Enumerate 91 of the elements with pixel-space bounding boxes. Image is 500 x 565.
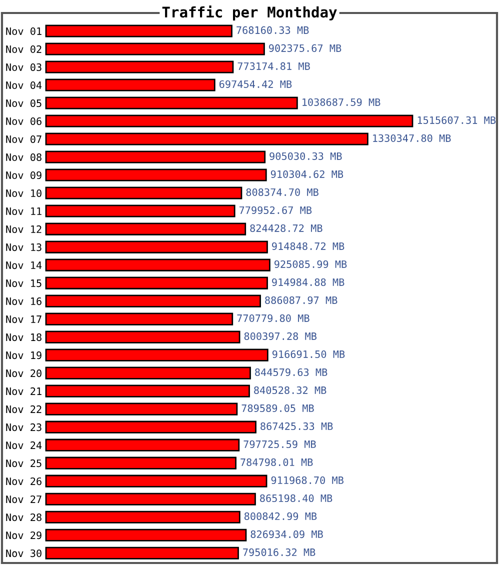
data-label: 902375.67 MB [269,44,342,52]
bar [45,546,239,560]
y-tick-label: Nov 05 [6,99,42,108]
data-label: 779952.67 MB [239,206,312,214]
bar [45,24,232,38]
bar [45,78,216,92]
data-label: 826934.09 MB [250,530,323,538]
bar [45,438,240,452]
bar [45,384,250,398]
bar [45,258,270,272]
y-tick-label: Nov 12 [6,225,42,234]
bar [45,456,236,470]
bar [45,42,265,56]
chart-title: Traffic per Monthday [162,6,337,20]
bar [45,330,240,344]
y-tick-label: Nov 30 [6,549,42,558]
y-tick-label: Nov 03 [6,63,42,72]
y-tick-label: Nov 08 [6,153,42,162]
data-label: 824428.72 MB [250,224,322,232]
y-tick-label: Nov 13 [6,243,42,252]
bar [45,492,256,506]
y-tick-label: Nov 21 [6,387,42,396]
bar [45,222,246,236]
y-tick-label: Nov 02 [6,45,42,54]
bar [45,204,236,218]
bar [45,168,267,182]
y-tick-label: Nov 11 [6,208,42,216]
y-tick-label: Nov 20 [6,369,42,378]
y-tick-label: Nov 14 [6,262,42,270]
bar [45,240,268,254]
y-tick-label: Nov 17 [6,316,42,324]
data-label: 911968.70 MB [271,476,344,484]
y-tick-label: Nov 22 [6,405,42,414]
bar [45,402,238,416]
bar [45,420,256,434]
bar [45,132,368,146]
bar [45,348,268,362]
y-tick-label: Nov 19 [6,351,42,360]
bar [45,294,261,308]
data-label: 840528.32 MB [254,386,326,394]
y-tick-label: Nov 07 [6,135,42,144]
data-label: 905030.33 MB [270,152,342,160]
data-label: 914848.72 MB [272,242,344,250]
bar [45,150,266,164]
data-label: 867425.33 MB [260,422,333,430]
y-tick-label: Nov 18 [6,333,42,342]
y-tick-label: Nov 29 [6,531,42,540]
data-label: 886087.97 MB [265,296,338,304]
data-label: 1038687.59 MB [302,98,380,106]
data-label: 808374.70 MB [246,188,318,196]
y-tick-label: Nov 16 [6,297,42,306]
data-label: 865198.40 MB [260,494,332,502]
y-tick-label: Nov 27 [6,495,42,504]
data-label: 784798.01 MB [240,458,313,466]
bar [45,60,234,74]
data-label: 910304.62 MB [270,170,344,178]
y-tick-label: Nov 26 [6,477,42,486]
data-label: 800397.28 MB [244,332,316,340]
data-label: 914984.88 MB [272,278,344,286]
y-tick-label: Nov 04 [6,81,42,90]
y-tick-label: Nov 01 [6,27,42,36]
bar [45,474,268,488]
y-tick-label: Nov 06 [6,117,42,126]
y-tick-label: Nov 10 [6,189,42,198]
bar [45,114,414,128]
data-label: 773174.81 MB [238,62,310,70]
bar [45,528,247,542]
data-label: 797725.59 MB [244,440,316,448]
bar [45,186,242,200]
data-label: 697454.42 MB [219,80,292,88]
data-label: 925085.99 MB [274,260,347,268]
bar [45,96,298,110]
data-label: 789589.05 MB [242,404,314,412]
y-tick-label: Nov 28 [6,513,42,522]
bar [45,510,240,524]
data-label: 795016.32 MB [243,548,316,556]
data-label: 1330347.80 MB [373,134,451,142]
y-tick-label: Nov 09 [6,171,42,180]
bar [45,276,268,290]
y-tick-label: Nov 24 [6,441,42,450]
data-label: 800842.99 MB [244,512,317,520]
data-label: 770779.80 MB [237,314,310,322]
bar [45,366,251,380]
data-label: 768160.33 MB [236,26,309,34]
data-label: 916691.50 MB [272,350,345,358]
data-label: 1515607.31 MB [418,116,496,124]
y-tick-label: Nov 23 [6,423,42,432]
bar [45,312,234,326]
y-tick-label: Nov 15 [6,280,42,288]
y-tick-label: Nov 25 [6,459,42,468]
data-label: 844579.63 MB [255,368,328,376]
